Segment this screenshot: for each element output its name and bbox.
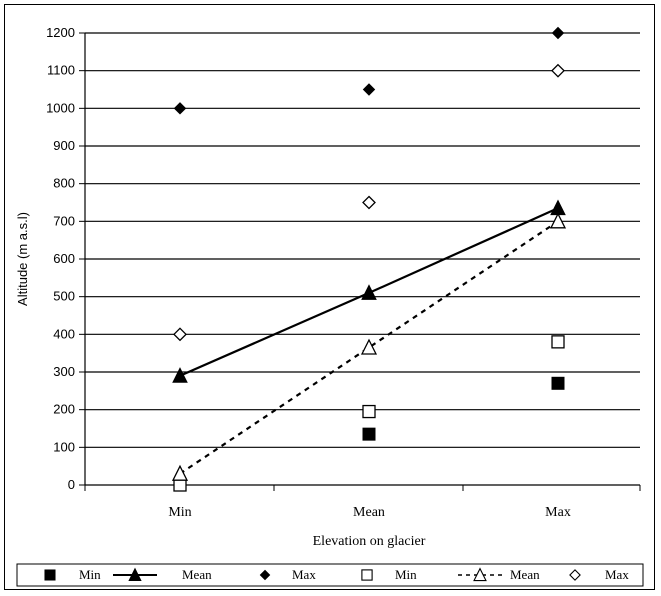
y-tick-label: 400 bbox=[53, 326, 75, 341]
legend-label-1: Mean bbox=[182, 567, 212, 582]
data-point-2 bbox=[551, 26, 565, 40]
data-point-2 bbox=[173, 102, 187, 115]
legend-marker-4 bbox=[473, 567, 487, 582]
data-point-5 bbox=[173, 327, 187, 342]
y-tick-labels: 0 100 200 300 400 500 600 700 800 900 1000 1100 1200 bbox=[46, 25, 75, 492]
y-tick-label: 300 bbox=[53, 364, 75, 379]
legend-label-2: Max bbox=[292, 567, 316, 582]
data-point-1 bbox=[172, 367, 188, 383]
legend-marker-3 bbox=[361, 569, 373, 581]
y-tick-label: 0 bbox=[68, 477, 75, 492]
legend-marker-1 bbox=[128, 567, 142, 581]
legend: Min Mean Max Min Mean Max bbox=[16, 563, 644, 587]
data-point-5 bbox=[551, 63, 565, 78]
legend-marker-5 bbox=[569, 569, 581, 581]
y-axis-title: Altitude (m a.s.l) bbox=[15, 212, 30, 306]
x-tick-label: Mean bbox=[353, 505, 385, 520]
y-tick-label: 1100 bbox=[47, 63, 75, 78]
data-point-5 bbox=[362, 195, 376, 210]
series-markers bbox=[171, 26, 567, 492]
x-tick-label: Min bbox=[168, 505, 191, 520]
y-tick-label: 600 bbox=[53, 251, 75, 266]
legend-box bbox=[16, 563, 644, 587]
data-point-4 bbox=[549, 212, 567, 229]
data-point-3 bbox=[551, 335, 565, 349]
x-axis-title: Elevation on glacier bbox=[313, 534, 426, 549]
y-tick-label: 100 bbox=[53, 439, 75, 454]
legend-label-4: Mean bbox=[510, 567, 540, 582]
y-tick-label: 900 bbox=[53, 138, 75, 153]
data-point-2 bbox=[362, 83, 376, 96]
legend-label-3: Min bbox=[395, 567, 417, 582]
x-tick-labels: Min Mean Max bbox=[168, 505, 571, 520]
data-point-0 bbox=[551, 376, 565, 390]
y-tick-label: 500 bbox=[53, 289, 75, 304]
x-tick-label: Max bbox=[545, 505, 571, 520]
y-tick-label: 800 bbox=[53, 176, 75, 191]
y-tick-label: 700 bbox=[53, 213, 75, 228]
data-point-4 bbox=[171, 464, 189, 481]
data-point-3 bbox=[362, 404, 376, 419]
axes bbox=[79, 32, 641, 491]
data-point-1 bbox=[361, 284, 377, 300]
legend-label-0: Min bbox=[79, 567, 101, 582]
data-point-0 bbox=[362, 427, 376, 441]
y-tick-label: 200 bbox=[53, 402, 75, 417]
legend-label-5: Max bbox=[605, 567, 629, 582]
y-tick-label: 1200 bbox=[46, 25, 75, 40]
legend-marker-2 bbox=[259, 569, 271, 581]
data-point-4 bbox=[360, 338, 378, 355]
y-tick-label: 1000 bbox=[46, 100, 75, 115]
legend-marker-0 bbox=[44, 569, 56, 581]
